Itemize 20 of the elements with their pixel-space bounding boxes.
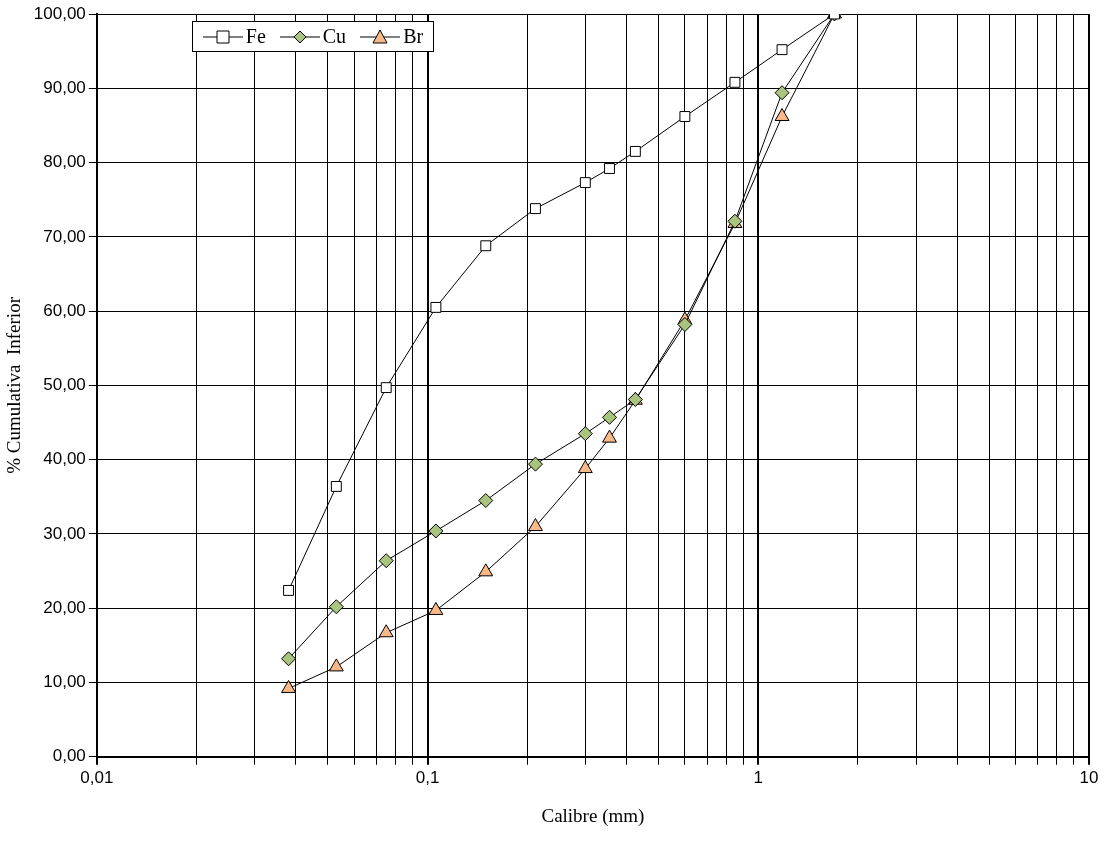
y-tick-label: 20,00: [43, 597, 86, 617]
y-tick-label: 10,00: [43, 672, 86, 692]
y-tick-label: 90,00: [43, 77, 86, 97]
legend-label: Br: [403, 25, 424, 48]
y-tick-label: 50,00: [43, 375, 86, 395]
legend-label: Fe: [245, 25, 266, 48]
y-axis-title: % Cumulativa Inferior: [3, 296, 25, 474]
y-tick-label: 30,00: [43, 523, 86, 543]
y-tick-label: 100,00: [33, 3, 86, 23]
x-axis-title: Calibre (mm): [541, 804, 645, 827]
x-tick-label: 0,1: [415, 767, 440, 787]
x-tick-label: 0,01: [80, 767, 114, 787]
y-tick-label: 60,00: [43, 300, 86, 320]
y-tick-label: 40,00: [43, 449, 86, 469]
x-tick-label: 10: [1079, 767, 1099, 787]
y-tick-label: 70,00: [43, 226, 86, 246]
y-tick-label: 0,00: [52, 746, 86, 766]
y-tick-label: 80,00: [43, 152, 86, 172]
legend-label: Cu: [322, 25, 347, 48]
x-tick-label: 1: [753, 767, 763, 787]
